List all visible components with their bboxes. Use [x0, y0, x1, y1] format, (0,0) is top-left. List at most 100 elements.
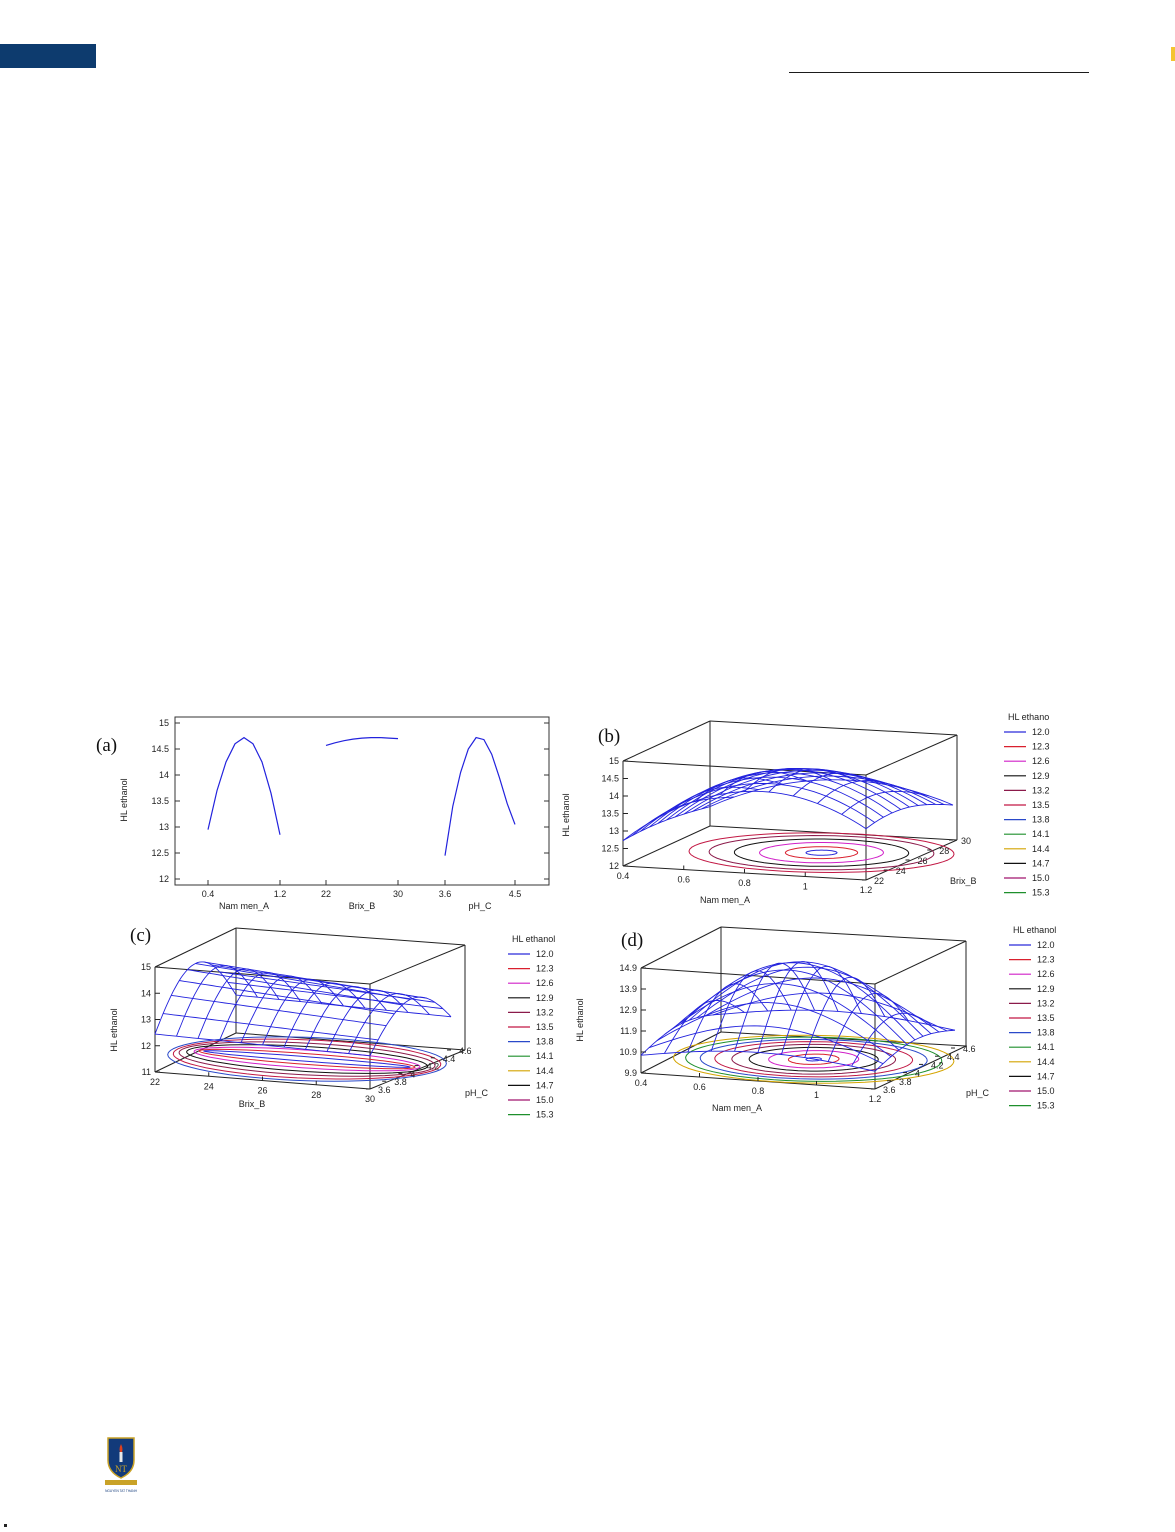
z-tick-label: 14	[609, 791, 619, 801]
y-tick-label: 4	[410, 1069, 415, 1079]
chart-d: (d) 9.9 10.9 11.9 12.9 13.9 14.9 HL ethanol 0.4 0…	[575, 925, 1056, 1113]
effect-curve-pH_C	[444, 736, 516, 856]
z-tick-label: 14.9	[619, 963, 637, 973]
legend-entry: 14.4	[1032, 844, 1050, 854]
y-axis-title-a: HL ethanol	[119, 778, 129, 821]
header-accent-bar	[0, 44, 96, 68]
legend-entry: 13.2	[1032, 785, 1050, 795]
surface-mesh-line	[704, 977, 940, 1033]
chart-a: (a) 12 12.5 13 13.5 14 14.5 15 HL ethanol 0.4 1.2 N…	[96, 716, 550, 911]
contour-line	[198, 1048, 416, 1070]
y-tick-label-a: 14	[159, 770, 169, 780]
surface-mesh-line	[780, 965, 862, 1055]
y-tick-label-a: 12	[159, 874, 169, 884]
contour-line	[787, 1053, 840, 1065]
box-edge	[720, 926, 967, 942]
contour-line	[172, 1038, 442, 1080]
surface-mesh-line	[326, 989, 409, 1052]
x-tick-label-a: 3.6	[439, 889, 452, 899]
contour-line	[733, 838, 910, 867]
x-tick-label: 0.8	[738, 878, 751, 888]
box-edge	[709, 720, 958, 736]
x-tick-label: 30	[365, 1094, 375, 1104]
box-edge	[720, 1031, 967, 1047]
x-tick-label: 22	[150, 1077, 160, 1087]
y-tick-label: 3.6	[883, 1085, 896, 1095]
x-tick-label-a: 30	[393, 889, 403, 899]
x-tick-label: 1	[803, 882, 808, 892]
contour-line	[731, 1043, 896, 1075]
legend-entry: 15.3	[536, 1110, 554, 1120]
y-tick-label: 4	[915, 1069, 920, 1079]
legend-entry: 15.0	[1032, 873, 1050, 883]
x-tick-label: 1.2	[860, 885, 873, 895]
y-tick-label: 3.6	[378, 1085, 391, 1095]
x-tick-label: 1.2	[869, 1094, 882, 1104]
x-tick-label-a: 1.2	[274, 889, 287, 899]
surface-mesh-line	[674, 768, 919, 818]
surface-mesh-line	[283, 982, 366, 1048]
surface-mesh-line	[827, 992, 909, 1062]
z-axis-title: HL ethanol	[109, 1008, 119, 1051]
surface-mesh-line	[817, 780, 905, 804]
z-axis-title: HL ethanol	[575, 998, 585, 1041]
legend-title: HL ethanol	[512, 934, 555, 944]
x-tick-label: 0.6	[693, 1082, 706, 1092]
surface-mesh-line	[235, 994, 452, 1018]
z-tick-label: 11	[142, 1067, 151, 1077]
legend-entry: 14.1	[536, 1051, 554, 1061]
legend-entry: 15.0	[536, 1095, 554, 1105]
box-edge	[154, 927, 237, 968]
y-tick-label: 3.8	[899, 1077, 912, 1087]
y-tick-label: 4.2	[427, 1062, 440, 1072]
x-tick-label: 0.4	[635, 1078, 648, 1088]
contour-line	[699, 1038, 928, 1080]
x-axis-title-a: Brix_B	[349, 901, 376, 911]
y-tick-label-a: 15	[159, 718, 169, 728]
legend-entry: 13.8	[536, 1037, 554, 1047]
legend-entry: 12.6	[1032, 756, 1050, 766]
legend-entry: 14.7	[1032, 858, 1050, 868]
surface-mesh-line	[240, 975, 323, 1043]
z-tick-label: 15	[141, 962, 151, 972]
x-tick-label-a: 22	[321, 889, 331, 899]
legend-entry: 12.6	[1037, 969, 1055, 979]
contour-line	[688, 832, 955, 874]
z-tick-label: 9.9	[624, 1068, 637, 1078]
surface-mesh-line	[640, 1050, 876, 1072]
contour-line	[685, 1036, 943, 1082]
legend-entry: 14.7	[536, 1080, 554, 1090]
x-tick-label-a: 0.4	[202, 889, 215, 899]
surface-mesh-line	[211, 964, 427, 999]
contour-line	[186, 1044, 429, 1074]
x-tick-label-a: 4.5	[509, 889, 522, 899]
x-tick-label: 0.6	[677, 875, 690, 885]
surface-mesh-line	[688, 961, 924, 1037]
legend-entry: 13.8	[1032, 815, 1050, 825]
svg-text:NT: NT	[115, 1464, 127, 1474]
surface-mesh-line	[648, 1025, 884, 1065]
legend-entry: 13.5	[1037, 1013, 1055, 1023]
z-axis-title: HL ethanol	[561, 793, 571, 836]
header-corner-mark	[1171, 47, 1175, 61]
contour-line	[784, 846, 859, 860]
surface-mesh-line	[647, 796, 735, 825]
contour-line	[759, 842, 884, 864]
university-crest-icon: NT NGUYEN TAT THANH	[105, 1437, 138, 1493]
panel-label-c: (c)	[130, 925, 151, 946]
legend-entry: 15.3	[1037, 1101, 1055, 1111]
surface-mesh-line	[305, 986, 387, 1050]
legend-entry: 12.9	[1032, 771, 1050, 781]
surface-mesh-line	[666, 767, 910, 821]
z-tick-label: 12.5	[601, 844, 619, 854]
effect-curve-Brix_B	[325, 737, 399, 746]
z-tick-label: 13	[141, 1015, 151, 1025]
legend-entry: 14.4	[1037, 1057, 1055, 1067]
x-tick-label: 28	[311, 1090, 321, 1100]
x-tick-label: 24	[204, 1081, 214, 1091]
surface-mesh-line	[262, 979, 344, 1046]
contour-line	[178, 1041, 436, 1077]
surface-mesh-line	[227, 981, 443, 1010]
legend-entry: 12.3	[1037, 955, 1055, 965]
